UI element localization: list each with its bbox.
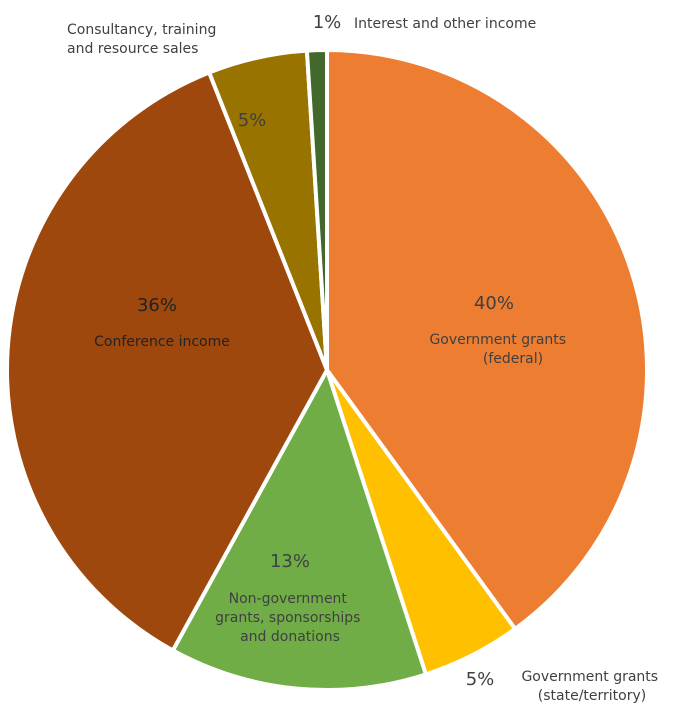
slice-label-1-line-2: (state/territory) <box>538 688 646 704</box>
pie-slice-3 <box>5 70 329 653</box>
slice-percent-4: 5% <box>238 110 267 131</box>
slice-percent-1: 5% <box>466 669 495 690</box>
slice-percent-3: 36% <box>137 295 177 316</box>
slice-label-0-line-1: Government grants <box>429 332 566 348</box>
slice-label-0: Government grants (federal) <box>429 332 570 367</box>
slice-label-2-line-2: grants, sponsorships <box>215 610 360 626</box>
pie-slice-0 <box>325 48 649 631</box>
slice-label-2: Non-government grants, sponsorships and … <box>215 591 365 645</box>
slice-label-1: Government grants (state/territory) <box>521 669 662 704</box>
slice-percent-2: 13% <box>270 551 310 572</box>
slice-percent-5: 1% <box>313 12 342 33</box>
slice-label-3: Conference income <box>94 334 230 350</box>
slice-label-0-line-2: (federal) <box>483 351 543 367</box>
slice-label-5: Interest and other income <box>354 16 536 32</box>
pie-slice-2 <box>170 368 428 693</box>
slice-label-2-line-3: and donations <box>240 629 340 645</box>
pie-slice-5 <box>304 47 329 372</box>
slice-label-4-line-2: and resource sales <box>67 41 198 57</box>
slice-label-3-line-1: Conference income <box>94 334 230 350</box>
slice-label-2-line-1: Non-government <box>229 591 348 607</box>
slice-label-1-line-1: Government grants <box>521 669 658 685</box>
slice-percent-0: 40% <box>474 293 514 314</box>
pie-slices <box>5 47 649 693</box>
slice-label-4-line-1: Consultancy, training <box>67 22 216 38</box>
slice-label-5-line-1: Interest and other income <box>354 16 536 32</box>
slice-label-4: Consultancy, training and resource sales <box>67 22 221 57</box>
